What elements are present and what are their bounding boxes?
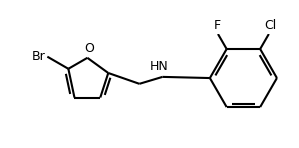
Text: Cl: Cl bbox=[264, 19, 276, 32]
Text: F: F bbox=[213, 19, 220, 32]
Text: Br: Br bbox=[32, 50, 46, 63]
Text: O: O bbox=[84, 42, 94, 55]
Text: HN: HN bbox=[150, 60, 168, 73]
